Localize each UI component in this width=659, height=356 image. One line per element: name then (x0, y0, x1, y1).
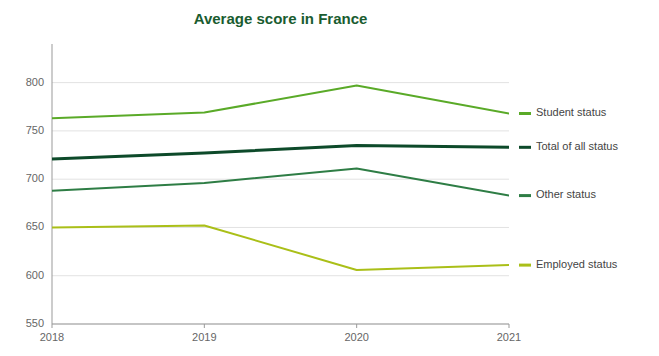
grid-line (52, 275, 509, 276)
legend-swatch (519, 146, 531, 149)
legend-label: Total of all status (536, 140, 618, 152)
legend-label: Other status (536, 188, 596, 200)
x-tick (52, 324, 53, 328)
legend-label: Employed status (536, 258, 618, 270)
x-tick (204, 324, 205, 328)
series-line (52, 145, 509, 159)
chart: 550 600 650 700 750 800 2018 2019 2020 2021 Studen… (0, 0, 659, 356)
grid-line (52, 179, 509, 180)
y-tick-label: 600 (26, 269, 44, 281)
grid (52, 83, 509, 324)
y-tick-label: 700 (26, 172, 44, 184)
grid-line (52, 82, 509, 83)
chart-container: 550 600 650 700 750 800 2018 2019 2020 2021 Studen… (0, 0, 659, 356)
series-line (52, 86, 509, 119)
grid-line (52, 324, 509, 325)
title: Average score in France (194, 10, 368, 27)
y-tick-label: 800 (26, 76, 44, 88)
y-tick-label: 550 (26, 317, 44, 329)
x-tick-label: 2018 (40, 331, 64, 343)
x-tick-label: 2019 (192, 331, 216, 343)
series-line (52, 226, 509, 270)
y-tick-label: 650 (26, 220, 44, 232)
y-axis-line (52, 44, 53, 324)
x-tick (509, 324, 510, 328)
background (0, 0, 659, 356)
legend-swatch (519, 264, 531, 267)
y-tick-label: 750 (26, 124, 44, 136)
x-tick-label: 2021 (497, 331, 521, 343)
x-tick (356, 324, 357, 328)
x-axis-line (52, 324, 509, 325)
series-line (52, 169, 509, 196)
legend-swatch (519, 112, 531, 115)
plot-area (52, 86, 509, 270)
legend: Student status Total of all status Other s… (519, 106, 618, 270)
x-tick-label: 2020 (344, 331, 368, 343)
legend-swatch (519, 194, 531, 197)
grid-line (52, 130, 509, 131)
legend-label: Student status (536, 106, 607, 118)
